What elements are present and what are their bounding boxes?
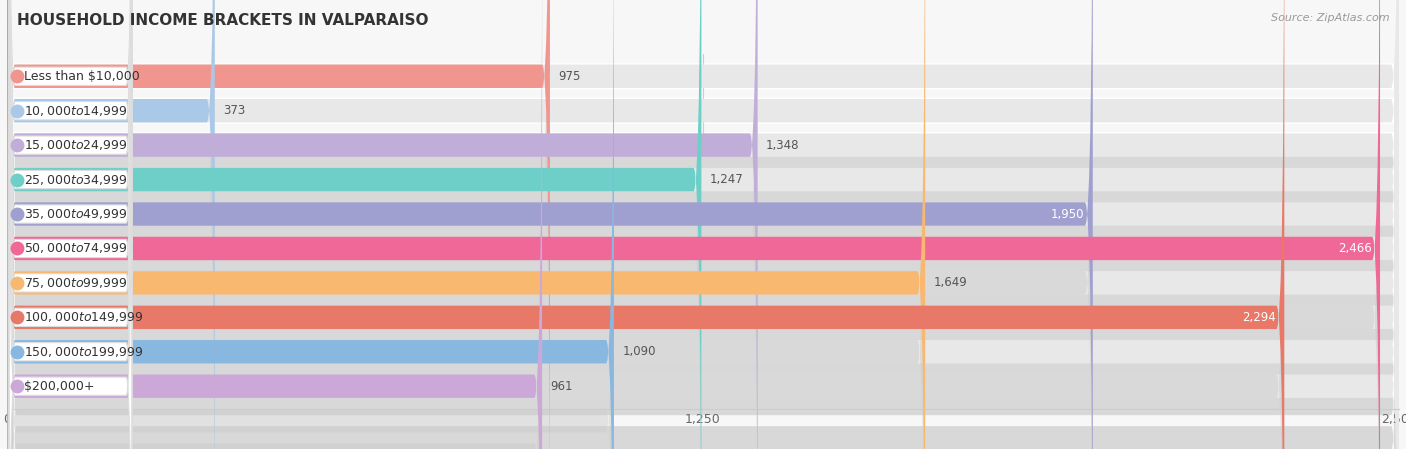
FancyBboxPatch shape	[8, 0, 925, 449]
FancyBboxPatch shape	[7, 304, 1399, 330]
FancyBboxPatch shape	[8, 0, 1399, 449]
Text: $200,000+: $200,000+	[24, 380, 94, 393]
Text: $75,000 to $99,999: $75,000 to $99,999	[24, 276, 127, 290]
FancyBboxPatch shape	[8, 0, 702, 449]
Text: $150,000 to $199,999: $150,000 to $199,999	[24, 345, 143, 359]
FancyBboxPatch shape	[10, 0, 132, 449]
FancyBboxPatch shape	[7, 0, 543, 449]
FancyBboxPatch shape	[7, 0, 1399, 449]
FancyBboxPatch shape	[7, 0, 1399, 449]
FancyBboxPatch shape	[7, 0, 550, 449]
Text: Less than $10,000: Less than $10,000	[24, 70, 139, 83]
FancyBboxPatch shape	[7, 0, 925, 449]
Text: 1,348: 1,348	[766, 139, 800, 152]
FancyBboxPatch shape	[7, 339, 1399, 365]
FancyBboxPatch shape	[7, 0, 1399, 449]
FancyBboxPatch shape	[8, 0, 543, 449]
FancyBboxPatch shape	[7, 0, 1381, 449]
Text: 1,090: 1,090	[623, 345, 655, 358]
FancyBboxPatch shape	[7, 270, 1399, 296]
FancyBboxPatch shape	[10, 0, 132, 449]
Text: 2,466: 2,466	[1339, 242, 1372, 255]
FancyBboxPatch shape	[10, 0, 132, 449]
FancyBboxPatch shape	[10, 51, 132, 449]
Text: HOUSEHOLD INCOME BRACKETS IN VALPARAISO: HOUSEHOLD INCOME BRACKETS IN VALPARAISO	[17, 13, 429, 28]
FancyBboxPatch shape	[8, 0, 1399, 449]
FancyBboxPatch shape	[8, 0, 1399, 449]
Text: $50,000 to $74,999: $50,000 to $74,999	[24, 242, 127, 255]
FancyBboxPatch shape	[10, 0, 132, 446]
FancyBboxPatch shape	[7, 0, 1399, 449]
Text: 1,247: 1,247	[710, 173, 744, 186]
Text: 1,649: 1,649	[934, 277, 967, 290]
FancyBboxPatch shape	[8, 0, 758, 449]
Text: $10,000 to $14,999: $10,000 to $14,999	[24, 104, 127, 118]
FancyBboxPatch shape	[10, 0, 132, 412]
FancyBboxPatch shape	[7, 0, 1399, 449]
FancyBboxPatch shape	[7, 201, 1399, 227]
FancyBboxPatch shape	[10, 17, 132, 449]
FancyBboxPatch shape	[7, 132, 1399, 158]
FancyBboxPatch shape	[7, 373, 1399, 399]
FancyBboxPatch shape	[7, 0, 702, 449]
FancyBboxPatch shape	[8, 0, 1399, 449]
Text: 373: 373	[224, 104, 245, 117]
FancyBboxPatch shape	[8, 2, 1399, 449]
Text: $100,000 to $149,999: $100,000 to $149,999	[24, 310, 143, 324]
FancyBboxPatch shape	[8, 0, 1092, 449]
Text: $15,000 to $24,999: $15,000 to $24,999	[24, 138, 127, 152]
FancyBboxPatch shape	[8, 0, 1399, 449]
FancyBboxPatch shape	[7, 97, 1399, 124]
FancyBboxPatch shape	[8, 0, 1399, 449]
FancyBboxPatch shape	[7, 0, 1399, 449]
FancyBboxPatch shape	[10, 0, 132, 449]
FancyBboxPatch shape	[7, 0, 1399, 449]
FancyBboxPatch shape	[7, 0, 614, 449]
Text: Source: ZipAtlas.com: Source: ZipAtlas.com	[1271, 13, 1389, 23]
FancyBboxPatch shape	[7, 0, 1092, 449]
FancyBboxPatch shape	[7, 0, 758, 449]
Text: 1,950: 1,950	[1050, 207, 1084, 220]
FancyBboxPatch shape	[7, 0, 1399, 449]
FancyBboxPatch shape	[8, 0, 1399, 449]
FancyBboxPatch shape	[10, 0, 132, 449]
FancyBboxPatch shape	[7, 0, 1284, 449]
Text: 961: 961	[550, 380, 572, 393]
Text: $25,000 to $34,999: $25,000 to $34,999	[24, 172, 127, 187]
FancyBboxPatch shape	[8, 0, 1381, 449]
FancyBboxPatch shape	[8, 0, 1399, 449]
FancyBboxPatch shape	[7, 63, 1399, 89]
Text: $35,000 to $49,999: $35,000 to $49,999	[24, 207, 127, 221]
Text: 2,294: 2,294	[1241, 311, 1275, 324]
FancyBboxPatch shape	[8, 0, 1399, 449]
FancyBboxPatch shape	[7, 0, 215, 449]
FancyBboxPatch shape	[8, 0, 215, 449]
FancyBboxPatch shape	[7, 0, 1399, 449]
Text: 975: 975	[558, 70, 581, 83]
FancyBboxPatch shape	[10, 0, 132, 449]
FancyBboxPatch shape	[7, 167, 1399, 193]
FancyBboxPatch shape	[7, 235, 1399, 261]
FancyBboxPatch shape	[8, 0, 550, 449]
FancyBboxPatch shape	[8, 0, 1284, 449]
FancyBboxPatch shape	[8, 0, 614, 449]
FancyBboxPatch shape	[7, 0, 1399, 449]
